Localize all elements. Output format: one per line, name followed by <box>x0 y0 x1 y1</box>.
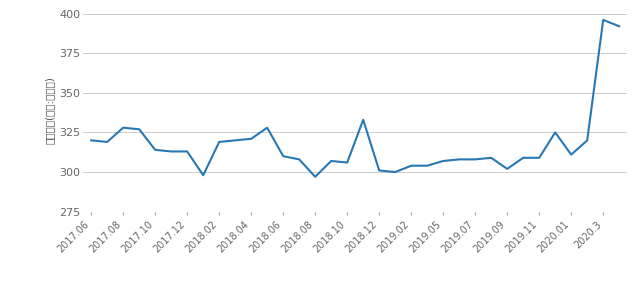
Y-axis label: 거래금액(단위:백만원): 거래금액(단위:백만원) <box>45 76 55 144</box>
